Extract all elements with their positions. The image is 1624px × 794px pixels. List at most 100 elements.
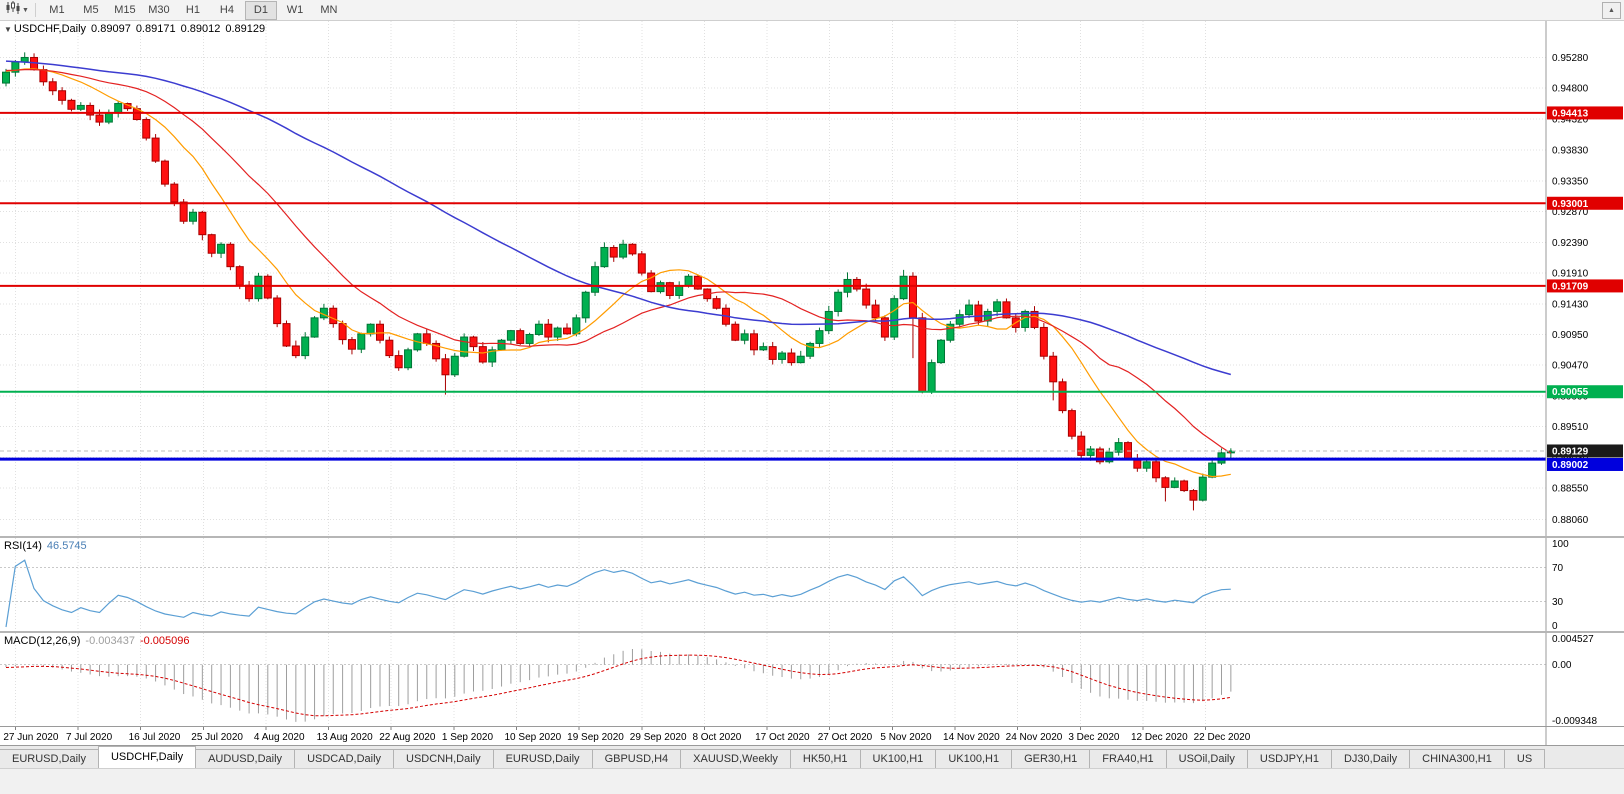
candles bbox=[2, 52, 1235, 511]
svg-text:0: 0 bbox=[1552, 621, 1558, 631]
macd-signal-value: -0.005096 bbox=[139, 635, 190, 647]
ma-21-line bbox=[5, 69, 1232, 454]
macd-main-value: -0.003437 bbox=[85, 635, 135, 647]
rsi-line bbox=[5, 559, 1231, 628]
chart-tab-13-usoil-daily[interactable]: USOil,Daily bbox=[1165, 749, 1248, 768]
timeframe-button-w1[interactable]: W1 bbox=[286, 4, 304, 16]
svg-text:17 Oct 2020: 17 Oct 2020 bbox=[755, 732, 810, 743]
time-axis[interactable]: 27 Jun 2020 7 Jul 2020 16 Jul 2020 25 Jul 2… bbox=[0, 726, 1624, 745]
svg-text:24 Nov 2020: 24 Nov 2020 bbox=[1006, 732, 1063, 743]
chart-tab-10-uk100-h1[interactable]: UK100,H1 bbox=[935, 749, 1013, 768]
timeframe-toolbar: ▼ M1 M5 M15 M30 H1 H4 D1 W1 MN ▲ bbox=[0, 0, 1624, 21]
status-strip bbox=[0, 768, 1624, 794]
pane-splitter-2[interactable] bbox=[0, 631, 1624, 633]
chart-tab-3-usdcad-daily[interactable]: USDCAD,Daily bbox=[294, 749, 395, 768]
price-tag-0.90055: 0.90055 bbox=[1547, 385, 1623, 399]
rsi-name: RSI(14) bbox=[4, 540, 42, 552]
timeframe-button-m30[interactable]: M30 bbox=[148, 4, 170, 16]
chart-tab-1-usdchf-daily[interactable]: USDCHF,Daily bbox=[97, 746, 197, 768]
symbol-label: USDCHF,Daily bbox=[13, 23, 87, 35]
macd-grid bbox=[0, 633, 1546, 726]
svg-text:0.90055: 0.90055 bbox=[1552, 387, 1589, 398]
svg-text:3 Dec 2020: 3 Dec 2020 bbox=[1068, 732, 1120, 743]
chart-tab-15-dj30-daily[interactable]: DJ30,Daily bbox=[1330, 749, 1411, 768]
chart-tab-12-fra40-h1[interactable]: FRA40,H1 bbox=[1089, 749, 1167, 768]
svg-text:1 Sep 2020: 1 Sep 2020 bbox=[442, 732, 494, 743]
svg-text:0.95280: 0.95280 bbox=[1552, 53, 1589, 64]
svg-text:14 Nov 2020: 14 Nov 2020 bbox=[943, 732, 1000, 743]
timeframe-button-d1[interactable]: D1 bbox=[244, 0, 277, 20]
svg-text:0.94800: 0.94800 bbox=[1552, 84, 1589, 95]
timeframe-buttons: M1 M5 M15 M30 H1 H4 D1 W1 MN bbox=[40, 0, 346, 20]
chart-tab-14-usdjpy-h1[interactable]: USDJPY,H1 bbox=[1246, 749, 1332, 768]
macd-signal-line bbox=[5, 654, 1231, 717]
svg-text:25 Jul 2020: 25 Jul 2020 bbox=[191, 732, 243, 743]
macd-label: MACD(12,26,9) -0.003437 -0.005096 bbox=[4, 635, 195, 647]
svg-text:0.91430: 0.91430 bbox=[1552, 299, 1589, 310]
svg-text:7 Jul 2020: 7 Jul 2020 bbox=[66, 732, 113, 743]
ma-55-line bbox=[5, 60, 1232, 376]
price-tag-0.91709: 0.91709 bbox=[1547, 279, 1623, 293]
svg-text:0.90470: 0.90470 bbox=[1552, 361, 1589, 372]
svg-text:10 Sep 2020: 10 Sep 2020 bbox=[505, 732, 562, 743]
timeframe-button-m5[interactable]: M5 bbox=[83, 4, 99, 16]
chart-tab-4-usdcnh-daily[interactable]: USDCNH,Daily bbox=[393, 749, 494, 768]
ma-10-line bbox=[5, 68, 1231, 478]
svg-text:100: 100 bbox=[1552, 539, 1569, 550]
svg-text:22 Dec 2020: 22 Dec 2020 bbox=[1194, 732, 1251, 743]
svg-text:0.004527: 0.004527 bbox=[1552, 634, 1594, 645]
svg-text:0.93001: 0.93001 bbox=[1552, 199, 1589, 210]
chart-tab-17-us[interactable]: US bbox=[1503, 749, 1546, 768]
svg-text:27 Jun 2020: 27 Jun 2020 bbox=[3, 732, 58, 743]
rsi-grid bbox=[0, 538, 1546, 631]
price-chart-pane[interactable]: 0.95280 0.94800 0.94320 0.93830 0.93350 0.928… bbox=[0, 21, 1624, 536]
chart-tab-5-eurusd-daily[interactable]: EURUSD,Daily bbox=[492, 749, 593, 768]
svg-text:0.89510: 0.89510 bbox=[1552, 422, 1589, 433]
chart-tab-6-gbpusd-h4[interactable]: GBPUSD,H4 bbox=[591, 749, 682, 768]
svg-text:-0.009348: -0.009348 bbox=[1552, 716, 1597, 726]
chart-tab-9-uk100-h1[interactable]: UK100,H1 bbox=[859, 749, 937, 768]
svg-text:0.90950: 0.90950 bbox=[1552, 330, 1589, 341]
chart-tab-0-eurusd-daily[interactable]: EURUSD,Daily bbox=[0, 749, 99, 768]
rsi-pane[interactable]: 100 70 30 0 RSI(14) 46.5745 bbox=[0, 538, 1624, 631]
pane-splitter[interactable] bbox=[0, 536, 1624, 538]
chart-tab-2-audusd-daily[interactable]: AUDUSD,Daily bbox=[195, 749, 296, 768]
chart-tab-11-ger30-h1[interactable]: GER30,H1 bbox=[1011, 749, 1091, 768]
svg-text:0.89129: 0.89129 bbox=[1552, 446, 1589, 457]
macd-pane[interactable]: 0.004527 0.00 -0.009348 MACD(12,26,9) -0.00… bbox=[0, 633, 1624, 726]
svg-text:4 Aug 2020: 4 Aug 2020 bbox=[254, 732, 305, 743]
svg-text:0.89002: 0.89002 bbox=[1552, 460, 1589, 471]
svg-text:16 Jul 2020: 16 Jul 2020 bbox=[129, 732, 181, 743]
scroll-up-button[interactable]: ▲ bbox=[1602, 2, 1621, 19]
svg-text:19 Sep 2020: 19 Sep 2020 bbox=[567, 732, 624, 743]
symbol-ohlc-line: ▼ USDCHF,Daily 0.89097 0.89171 0.89012 0.8912… bbox=[4, 23, 270, 35]
timeframe-button-m1[interactable]: M1 bbox=[49, 4, 65, 16]
rsi-value: 46.5745 bbox=[46, 540, 87, 552]
macd-name: MACD(12,26,9) bbox=[4, 635, 81, 647]
price-tag-0.94413: 0.94413 bbox=[1547, 106, 1623, 120]
timeframe-button-mn[interactable]: MN bbox=[320, 4, 338, 16]
chart-type-button[interactable]: ▼ bbox=[3, 0, 31, 20]
date-axis[interactable]: 27 Jun 2020 7 Jul 2020 16 Jul 2020 25 Jul 2… bbox=[3, 727, 1251, 743]
svg-text:5 Nov 2020: 5 Nov 2020 bbox=[880, 732, 932, 743]
chart-tab-8-hk50-h1[interactable]: HK50,H1 bbox=[789, 749, 861, 768]
svg-text:0.91910: 0.91910 bbox=[1552, 269, 1589, 280]
svg-text:0.93350: 0.93350 bbox=[1552, 176, 1589, 187]
price-tag-0.89002: 0.89002 bbox=[1547, 457, 1623, 471]
timeframe-button-h4[interactable]: H4 bbox=[219, 4, 234, 16]
svg-text:0.88060: 0.88060 bbox=[1552, 515, 1589, 526]
svg-text:0.00: 0.00 bbox=[1552, 660, 1572, 671]
timeframe-button-m15[interactable]: M15 bbox=[114, 4, 136, 16]
candlestick-chart-icon bbox=[5, 1, 20, 19]
chart-tab-bar: EURUSD,Daily USDCHF,Daily AUDUSD,Daily USDC… bbox=[0, 745, 1624, 768]
svg-text:13 Aug 2020: 13 Aug 2020 bbox=[317, 732, 374, 743]
price-tag-0.93001: 0.93001 bbox=[1547, 196, 1623, 210]
bar-high-value: 0.89171 bbox=[135, 23, 176, 35]
chart-dropdown-caret: ▼ bbox=[4, 25, 12, 34]
bar-close-value: 0.89129 bbox=[225, 23, 266, 35]
chart-tab-7-xauusd-weekly[interactable]: XAUUSD,Weekly bbox=[680, 749, 791, 768]
timeframe-button-h1[interactable]: H1 bbox=[185, 4, 200, 16]
svg-text:0.88550: 0.88550 bbox=[1552, 484, 1589, 495]
chart-tab-16-china300-h1[interactable]: CHINA300,H1 bbox=[1409, 749, 1505, 768]
